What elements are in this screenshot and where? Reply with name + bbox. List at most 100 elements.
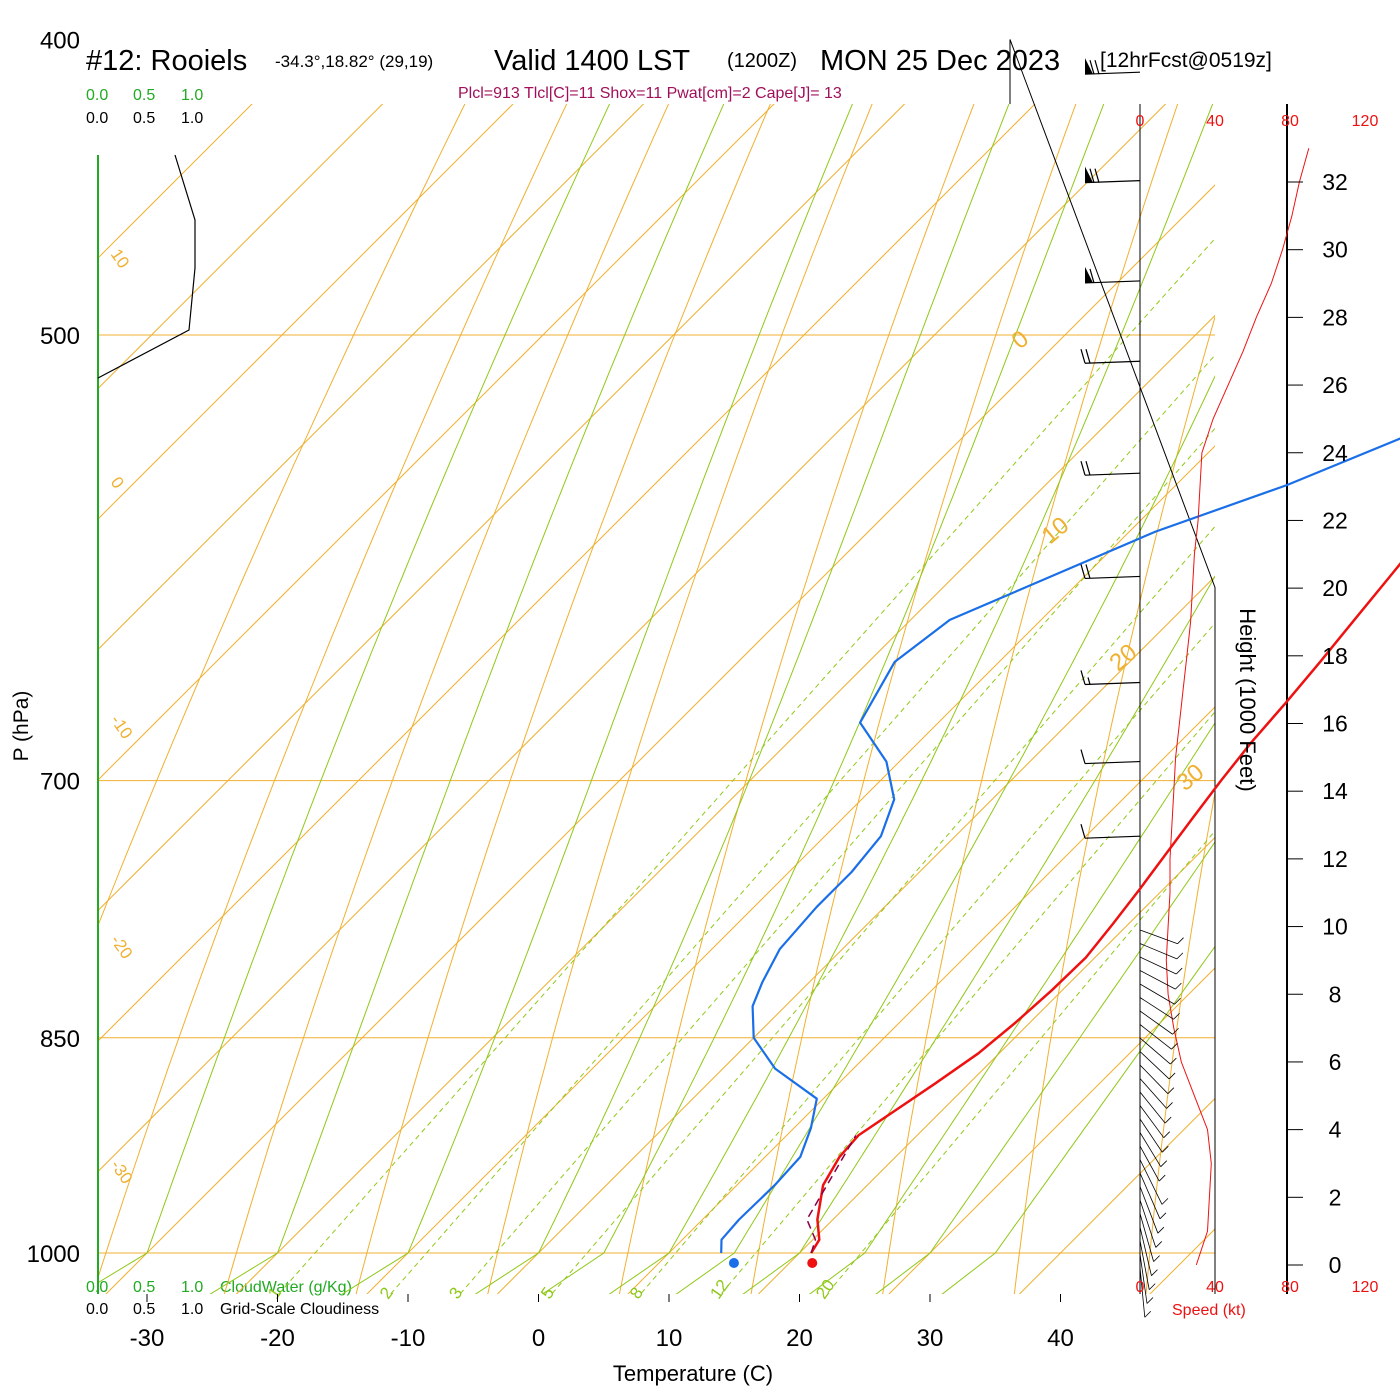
low-level-barb bbox=[1139, 1010, 1173, 1035]
wind-barb-feather bbox=[1080, 349, 1086, 364]
cloud-bot-2: 1.0 bbox=[181, 1279, 203, 1296]
wind-barb bbox=[1080, 749, 1141, 765]
height-tick-label: 16 bbox=[1322, 711, 1348, 737]
wind-barb-pennant bbox=[1085, 166, 1093, 183]
frame-layer bbox=[97, 39, 1288, 1294]
low-level-barb-feather bbox=[1151, 1269, 1158, 1276]
height-tick-label: 20 bbox=[1322, 575, 1348, 601]
height-tick-label: 32 bbox=[1322, 169, 1348, 195]
wind-speed-profile bbox=[1165, 148, 1310, 1266]
wind-barb-feather bbox=[1094, 60, 1100, 75]
valid-time: Valid 1400 LST bbox=[494, 45, 690, 77]
low-level-barb-feather bbox=[1155, 1241, 1163, 1248]
low-level-barb bbox=[1139, 1064, 1169, 1094]
dry-adiabat-label: 20 bbox=[1105, 639, 1143, 677]
mixing-ratio-label: 3 bbox=[445, 1284, 466, 1303]
wind-barb-half bbox=[1087, 677, 1091, 685]
isotherm bbox=[98, 104, 1036, 1042]
wind-barb-staff bbox=[1084, 575, 1141, 580]
isotherm bbox=[366, 445, 1215, 1294]
wind-barb-feather bbox=[1080, 749, 1086, 764]
low-level-barb bbox=[1139, 1267, 1146, 1318]
mixing-ratio-line bbox=[826, 830, 1215, 1294]
low-level-barb-feather bbox=[1166, 1102, 1173, 1109]
wind-barb-feather bbox=[1089, 60, 1095, 75]
cloud-scale-top: 0.0 0.5 1.0 0.0 0.5 1.0 bbox=[86, 87, 203, 127]
isotherm bbox=[627, 706, 1215, 1294]
low-level-barb-feather bbox=[1175, 982, 1182, 990]
cloud-top-b0: 0.0 bbox=[86, 110, 108, 127]
grid-layer bbox=[98, 0, 1400, 1355]
valid-date: MON 25 Dec 2023 bbox=[820, 45, 1060, 77]
wind-barb-feather bbox=[1080, 564, 1086, 579]
pressure-tick-label: 700 bbox=[40, 769, 80, 796]
low-level-barb bbox=[1139, 1240, 1150, 1290]
moist-adiabat bbox=[742, 575, 1215, 1294]
low-level-barb bbox=[1139, 956, 1177, 975]
mixing-ratio-label: 12 bbox=[706, 1276, 732, 1302]
low-level-barb bbox=[1139, 983, 1175, 1005]
dry-adiabat-label: 30 bbox=[1172, 759, 1210, 797]
cloudiness-profile bbox=[97, 154, 196, 379]
wind-barb-feather bbox=[1080, 824, 1086, 839]
wind-barb-feather bbox=[1085, 564, 1091, 579]
cloudwater-label: CloudWater (g/Kg) bbox=[220, 1279, 352, 1296]
low-level-barb bbox=[1139, 970, 1176, 990]
low-level-barb bbox=[1139, 1091, 1166, 1124]
dry-adiabat-label: -10 bbox=[107, 711, 137, 742]
height-tick-label: 28 bbox=[1322, 304, 1348, 330]
station-title: #12: Rooiels bbox=[86, 45, 247, 77]
dry-adiabat-label: -20 bbox=[107, 931, 137, 962]
moist-adiabat bbox=[341, 104, 853, 1294]
wind-barb bbox=[1080, 670, 1141, 686]
temperature-tick-label: 10 bbox=[656, 1325, 683, 1352]
wind-speed-tick-label: 40 bbox=[1206, 113, 1224, 130]
cloudiness-label: Grid-Scale Cloudiness bbox=[220, 1301, 379, 1318]
cloud-scale-bottom: 0.0 0.5 1.0 CloudWater (g/Kg) 0.0 0.5 1.… bbox=[86, 1279, 379, 1318]
low-level-barb bbox=[1139, 1132, 1162, 1167]
low-level-barb bbox=[1139, 943, 1178, 960]
wind-barb bbox=[1080, 349, 1141, 364]
low-level-barb-feather bbox=[1171, 1042, 1178, 1050]
dry-adiabat bbox=[618, 104, 975, 1294]
moist-adiabat bbox=[541, 104, 1105, 1294]
moist-adiabat bbox=[675, 375, 1215, 1294]
low-level-barb bbox=[1139, 1024, 1172, 1050]
isotherm bbox=[757, 836, 1215, 1294]
moist-adiabat bbox=[809, 721, 1215, 1294]
wind-barb bbox=[1084, 58, 1141, 75]
dewpoint-line bbox=[720, 437, 1400, 1254]
wind-barb bbox=[1084, 166, 1141, 184]
isotherm bbox=[235, 314, 1215, 1294]
dry-adiabat bbox=[1274, 0, 1400, 1355]
parcel-line bbox=[806, 1135, 857, 1254]
low-level-barb-feather bbox=[1157, 1226, 1165, 1234]
dry-adiabat bbox=[355, 104, 771, 1294]
wind-speed-tick-label: 80 bbox=[1281, 113, 1299, 130]
isotherm bbox=[496, 575, 1215, 1294]
moist-adiabat bbox=[941, 945, 1215, 1294]
low-level-barb-feather bbox=[1173, 1012, 1180, 1020]
y-axis-title: P (hPa) bbox=[10, 691, 33, 762]
low-level-barb bbox=[1139, 1172, 1161, 1219]
wind-barb-staff bbox=[1084, 681, 1141, 686]
forecast-info: [12hrFcst@0519z] bbox=[1100, 49, 1272, 72]
cloud-top-1: 0.5 bbox=[133, 87, 155, 104]
low-level-barb-feather bbox=[1153, 1255, 1160, 1262]
wind-barb-feather bbox=[1080, 461, 1086, 476]
height-tick-label: 2 bbox=[1329, 1184, 1342, 1210]
isotherm bbox=[105, 184, 1215, 1294]
low-level-barb-feather bbox=[1167, 1087, 1175, 1094]
wind-barb-feather bbox=[1085, 461, 1091, 476]
utc-time: (1200Z) bbox=[727, 50, 797, 72]
height-tick-label: 30 bbox=[1322, 237, 1348, 263]
low-level-barb-feather bbox=[1158, 1174, 1166, 1182]
low-level-barb bbox=[1139, 1159, 1163, 1205]
height-tick-label: 10 bbox=[1322, 914, 1348, 940]
wind-barb-feather bbox=[1089, 168, 1095, 183]
wind-barb bbox=[1080, 461, 1141, 476]
wind-barb-feather bbox=[1080, 670, 1086, 685]
station-coords: -34.3°,18.82° (29,19) bbox=[275, 52, 433, 71]
mixing-ratio-line bbox=[640, 622, 1215, 1294]
